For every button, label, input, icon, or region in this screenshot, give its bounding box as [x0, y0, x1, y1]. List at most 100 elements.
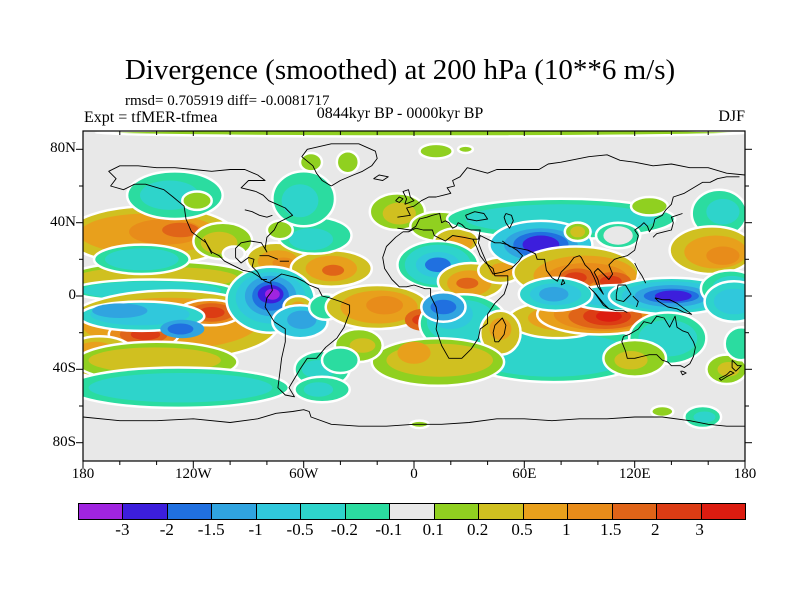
coastline: [654, 297, 693, 315]
colorbar-tick-label: 1: [562, 520, 571, 539]
coastline: [382, 227, 509, 359]
colorbar-tick-label: 0.2: [466, 520, 489, 539]
coastline: [259, 255, 279, 260]
contour-blob: [603, 226, 633, 245]
contour-blob: [181, 190, 213, 212]
coastline: [492, 317, 507, 343]
stats-label: rmsd= 0.705919 diff= -0.0081717: [125, 93, 330, 109]
contour-blob: [430, 299, 457, 315]
contour-blob: [272, 257, 295, 269]
contour-blob: [281, 184, 319, 218]
plot-title: Divergence (smoothed) at 200 hPa (10**6 …: [124, 54, 676, 86]
coastline: [477, 235, 523, 275]
x-axis-tick-label: 60E: [512, 466, 537, 482]
contour-blob: [539, 286, 569, 302]
colorbar-tick-label: 2: [650, 520, 660, 539]
contour-blob: [335, 149, 361, 175]
map-canvas: [76, 130, 752, 468]
colorbar-cell: [612, 504, 658, 519]
contour-blob: [456, 277, 479, 289]
contour-blob: [287, 310, 317, 329]
contour-blob: [713, 288, 745, 315]
coastline: [588, 286, 610, 310]
coastline: [560, 279, 566, 286]
contour-blob: [105, 248, 179, 271]
contour-blob: [723, 325, 745, 362]
x-axis-tick-label: 180: [733, 466, 757, 482]
contour-blob: [425, 257, 451, 273]
period-label: 0844kyr BP - 0000kyr BP: [316, 105, 484, 122]
x-axis-tick-label: 120E: [618, 466, 651, 482]
contour-blob: [706, 198, 740, 225]
coastline: [244, 209, 273, 218]
contour-blob: [303, 382, 334, 397]
contour-blob: [614, 351, 648, 370]
colorbar-cell: [657, 504, 702, 519]
colorbar: [78, 503, 746, 520]
colorbar-cell: [301, 504, 346, 519]
colorbar-tick-label: 1.5: [600, 520, 622, 539]
colorbar-tick-label: -3: [115, 520, 130, 539]
contour-blob: [221, 245, 247, 263]
contour-blob: [288, 228, 334, 251]
colorbar-tick-label: -1.5: [197, 520, 225, 539]
contour-blob: [265, 219, 294, 241]
coastline: [397, 154, 745, 218]
colorbar-cell: [256, 504, 302, 519]
coastline: [502, 176, 740, 295]
contour-blob: [265, 288, 280, 300]
colorbar-tick-label: -0.5: [286, 520, 314, 539]
y-axis-tick-label: 80S: [52, 433, 76, 450]
colorbar-cell: [390, 504, 435, 519]
colorbar-cell: [79, 504, 124, 519]
contour-blob: [654, 290, 692, 302]
contour-blob: [489, 318, 512, 340]
season-label: DJF: [718, 108, 745, 125]
x-axis-tick-label: 180: [71, 466, 95, 482]
coastline: [395, 196, 404, 203]
colorbar-tick-label: -0.1: [375, 520, 403, 539]
y-axis-tick-label: 0: [68, 287, 77, 303]
coastline: [83, 409, 745, 427]
y-axis-tick-label: 40S: [52, 360, 76, 377]
colorbar-tick-label: -1: [248, 520, 263, 539]
experiment-label: Expt = tfMER-tfmea: [84, 109, 218, 126]
colorbar-tick-label: 3: [695, 520, 704, 539]
coastline: [680, 370, 687, 376]
colorbar-tick-label: -2: [159, 520, 174, 539]
y-axis-tick-label: 40N: [50, 213, 76, 230]
colorbar-tick-label: 0.1: [422, 520, 444, 539]
contour-blob: [456, 144, 475, 155]
contour-blob: [320, 346, 361, 375]
contour-blob: [349, 338, 376, 353]
coastline: [373, 174, 389, 181]
colorbar-cell: [479, 504, 524, 519]
coastline: [185, 218, 271, 284]
coastline: [108, 165, 294, 280]
contour-blob: [298, 151, 324, 173]
contour-blob: [489, 263, 516, 278]
coastline: [503, 213, 514, 229]
coastline: [632, 295, 639, 308]
contour-blob: [596, 310, 622, 322]
coastline: [203, 239, 213, 255]
coastline: [731, 359, 742, 372]
contour-blob: [92, 303, 148, 318]
contour-blob: [88, 373, 273, 403]
x-axis-tick-label: 120W: [174, 466, 212, 482]
contour-blob: [418, 142, 454, 160]
coastline: [402, 189, 415, 205]
x-axis-tick-label: 0: [410, 466, 418, 482]
colorbar-cell: [212, 504, 257, 519]
coastline: [301, 143, 378, 187]
contour-blob: [397, 341, 431, 364]
contour-field: [83, 131, 745, 461]
contour-blob: [693, 411, 716, 423]
coastline: [718, 370, 735, 381]
coastline: [615, 284, 632, 302]
contour-blob: [650, 404, 675, 419]
colorbar-tick-label: -0.2: [330, 520, 358, 539]
coastline: [264, 273, 351, 398]
colorbar-cell: [167, 504, 213, 519]
